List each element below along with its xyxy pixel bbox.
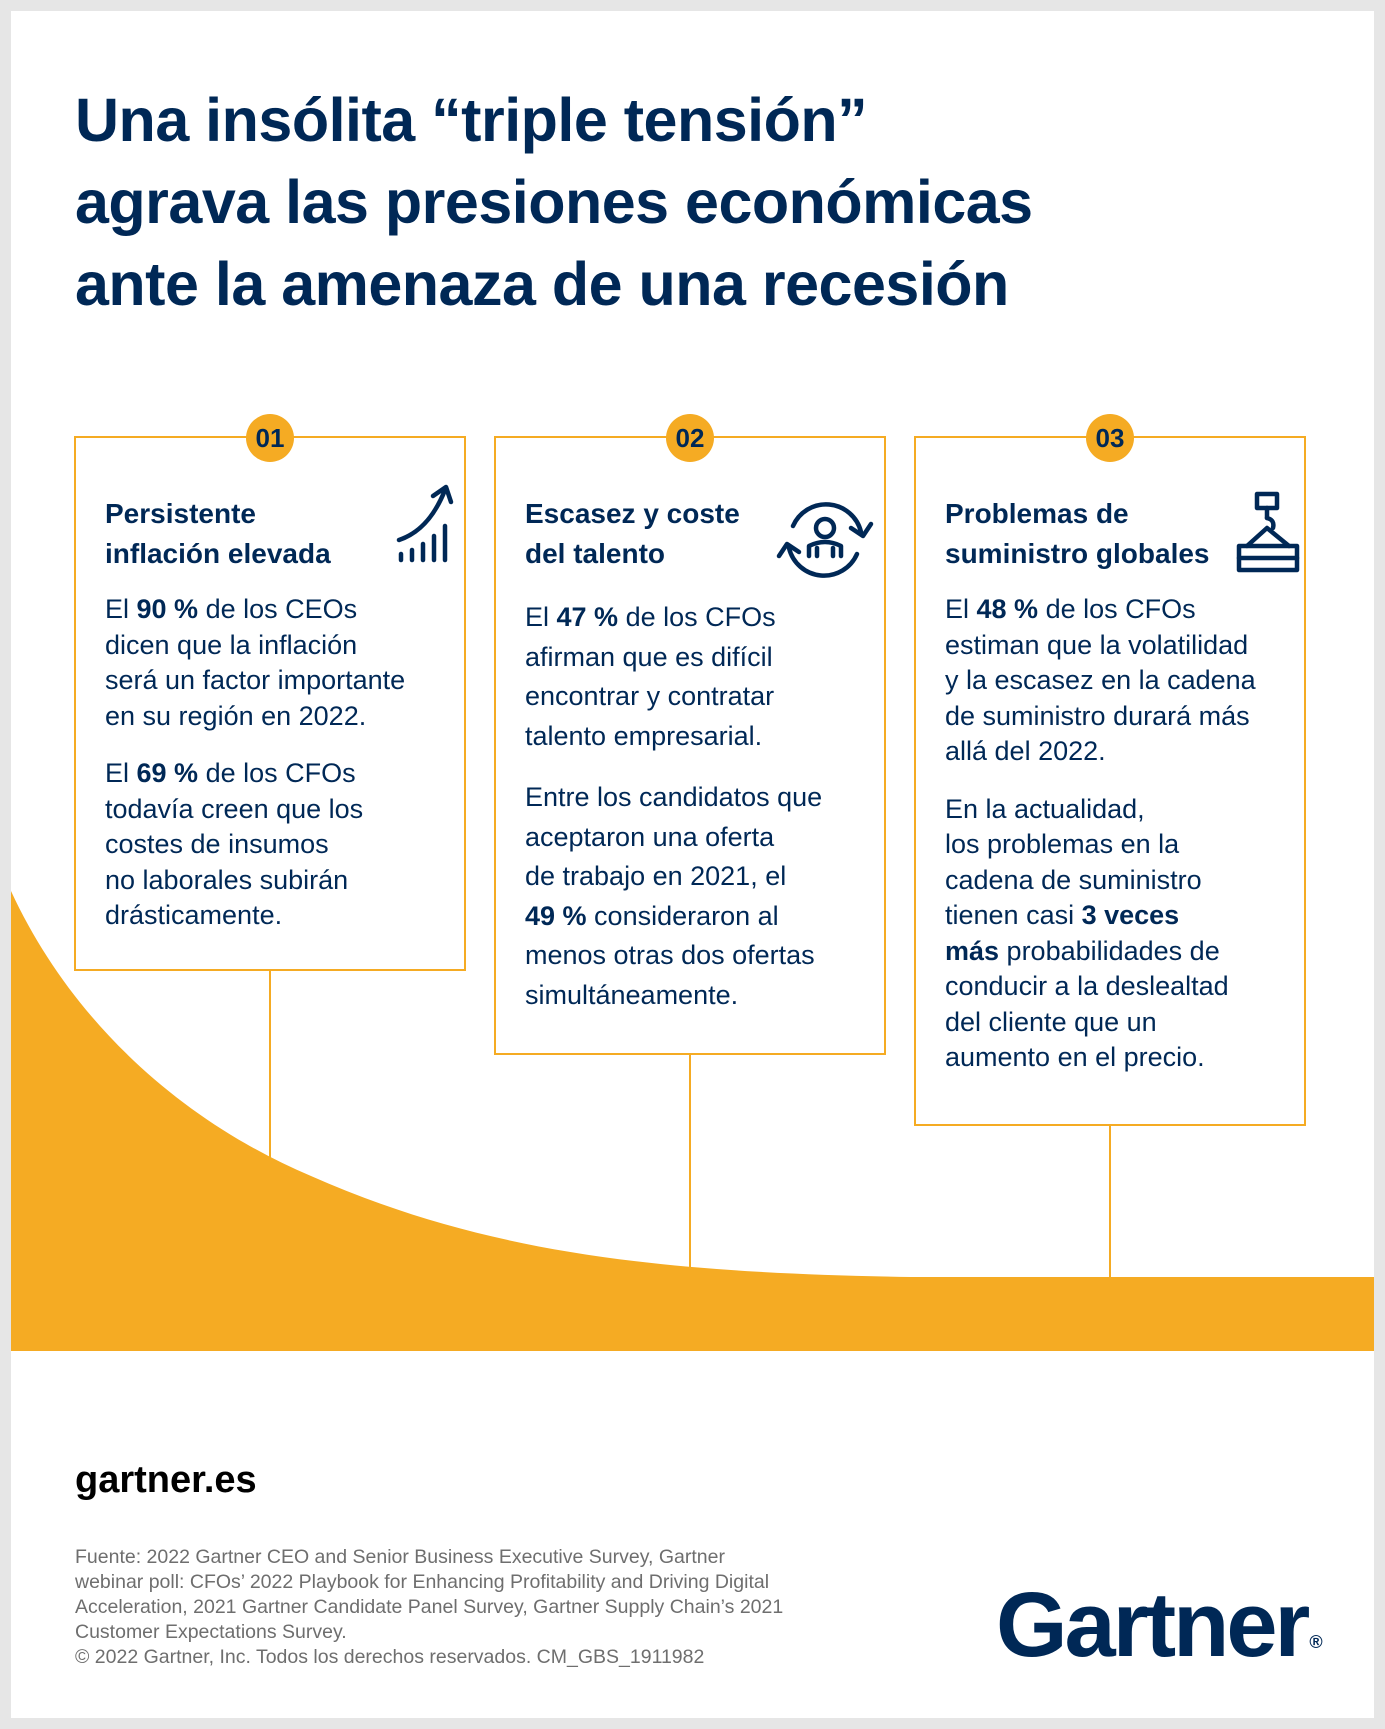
title-line: agrava las presiones económicas [75, 168, 1033, 236]
card-stem [269, 971, 271, 1166]
card-title-line: del talento [525, 538, 666, 569]
stat-highlight: 48 % [976, 594, 1039, 624]
card-stat-paragraph: El 48 % de los CFOs estiman que la volat… [945, 594, 1256, 766]
card-header: Problemas de suministro globales [945, 491, 1300, 576]
gartner-logo: Gartner ® [996, 1574, 1323, 1676]
card-stat-paragraph: Entre los candidatos que aceptaron una o… [525, 782, 823, 1010]
stat-highlight: 90 % [136, 594, 199, 624]
website-link[interactable]: gartner.es [75, 1459, 257, 1501]
card-stem [689, 1055, 691, 1275]
card-supply-chain: 03 Problemas de suministro globales El 4… [914, 414, 1306, 1126]
card-title-line: suministro globales [945, 538, 1210, 569]
source-note: Fuente: 2022 Gartner CEO and Senior Busi… [75, 1546, 784, 1668]
card-title-line: inflación elevada [105, 538, 331, 569]
card-stat-paragraph: En la actualidad, los problemas en la ca… [945, 793, 1229, 1073]
card-header: Persistente inflación elevada [105, 484, 454, 576]
stat-highlight: 47 % [556, 602, 619, 632]
infographic-page: Una insólita “triple tensión” agrava las… [11, 11, 1374, 1718]
card-stat-paragraph: El 69 % de los CFOs todavía creen que lo… [105, 758, 364, 930]
card-title: Escasez y coste del talento [525, 494, 795, 574]
stat-highlight: 69 % [136, 758, 199, 788]
title-line: Una insólita “triple tensión” [75, 86, 868, 154]
card-stat-paragraph: El 47 % de los CFOs afirman que es difíc… [525, 602, 776, 751]
rising-bar-chart-icon [396, 484, 454, 563]
card-title-line: Escasez y coste [525, 498, 740, 529]
card-number-badge: 01 [246, 414, 294, 462]
person-cycle-icon [776, 502, 874, 578]
stat-highlight: 49 % [525, 900, 587, 931]
card-stat-paragraph: El 90 % de los CEOs dicen que la inflaci… [105, 594, 406, 731]
card-title: Persistente inflación elevada [105, 494, 375, 574]
card-title: Problemas de suministro globales [945, 494, 1215, 574]
card-number-badge: 02 [666, 414, 714, 462]
card-header: Escasez y coste del talento [525, 494, 874, 578]
title-line: ante la amenaza de una recesión [75, 250, 1009, 318]
card-talent: 02 Escasez y coste del talento [494, 414, 886, 1055]
card-number-badge: 03 [1086, 414, 1134, 462]
stat-highlight: más [945, 935, 1000, 966]
card-title-line: Problemas de [945, 498, 1129, 529]
stat-highlight: 3 veces [1081, 900, 1180, 930]
crane-container-icon [1236, 491, 1300, 573]
card-inflation: 01 Persistente inflación elevada El 90 [74, 414, 466, 971]
decline-curve [11, 891, 1374, 1351]
page-title: Una insólita “triple tensión” agrava las… [75, 79, 1305, 325]
card-title-line: Persistente [105, 498, 256, 529]
card-stem [1109, 1126, 1111, 1278]
